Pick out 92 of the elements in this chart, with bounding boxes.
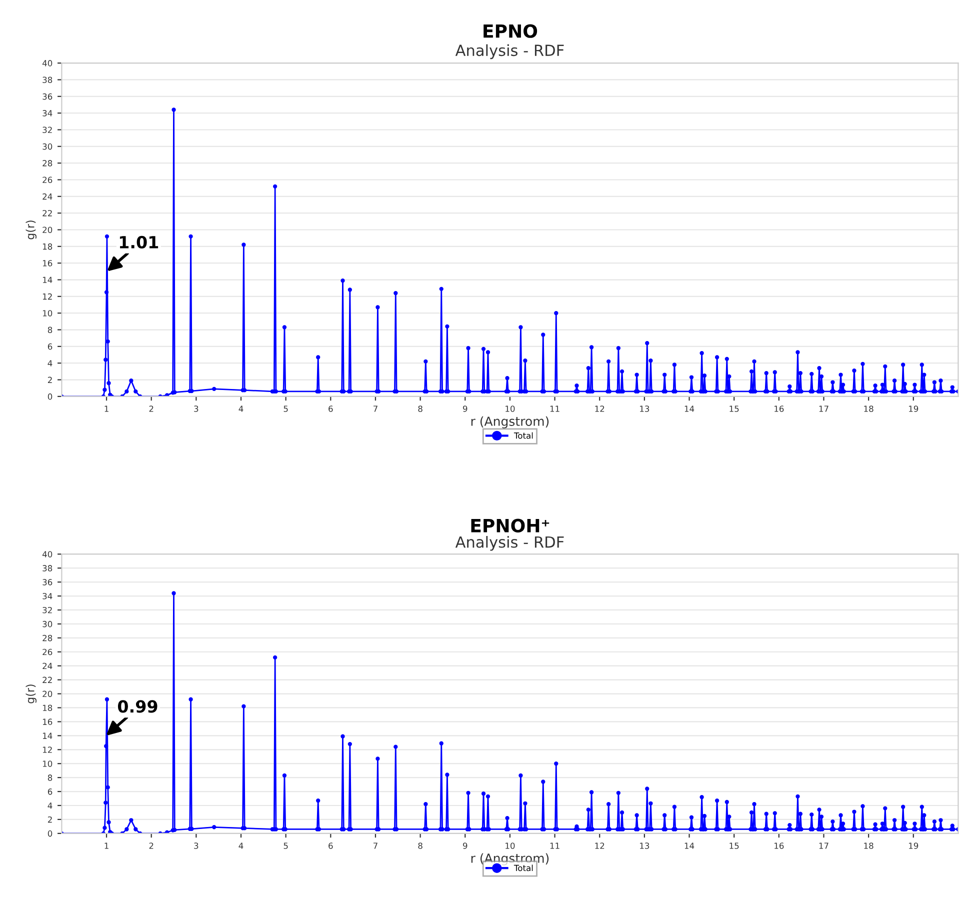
y-tick-label: 12 [42, 746, 52, 753]
x-tick-label: 19 [909, 406, 918, 412]
y-tick-label: 20 [42, 226, 52, 234]
y-tick-label: 6 [48, 788, 52, 795]
x-tick-label: 4 [238, 406, 244, 412]
x-tick-label: 6 [328, 406, 333, 412]
x-axis-title: r (Angstrom) [471, 416, 549, 428]
y-tick-label: 18 [42, 243, 52, 250]
y-tick-label: 6 [48, 343, 52, 350]
x-tick-label: 14 [684, 842, 694, 849]
y-axis-title: g(r) [26, 220, 37, 240]
y-tick-label: 20 [42, 690, 52, 698]
y-tick-label: 30 [42, 620, 52, 628]
x-tick-label: 13 [640, 406, 650, 412]
y-tick-label: 4 [48, 360, 52, 366]
x-tick-label: 7 [374, 406, 378, 412]
x-tick-label: 1 [104, 842, 108, 849]
y-tick-label: 8 [48, 774, 52, 781]
x-tick-label: 1 [104, 406, 108, 412]
y-tick-label: 24 [42, 193, 52, 200]
x-tick-label: 14 [684, 406, 694, 412]
annotation: 1.01 [120, 236, 158, 248]
y-tick-label: 24 [42, 662, 52, 670]
x-tick-label: 15 [730, 842, 739, 849]
legend-label: Total [514, 432, 533, 439]
y-tick-label: 36 [42, 93, 52, 100]
annotation: 0.99 [118, 700, 158, 713]
y-tick-label: 18 [42, 704, 52, 712]
y-tick-label: 12 [42, 293, 52, 300]
x-tick-label: 19 [909, 842, 918, 849]
y-axis-title: g(r) [26, 684, 37, 704]
y-tick-label: 32 [42, 606, 52, 614]
x-tick-label: 3 [194, 842, 198, 849]
chart-title: EPNOH⁺ [471, 518, 550, 532]
y-tick-label: 30 [42, 143, 52, 150]
y-tick-label: 28 [42, 160, 52, 166]
x-tick-label: 2 [149, 406, 154, 412]
y-tick-label: 34 [42, 110, 52, 116]
x-tick-label: 6 [328, 842, 333, 849]
y-tick-label: 40 [42, 60, 52, 66]
y-tick-label: 36 [42, 579, 52, 586]
y-tick-label: 40 [42, 551, 52, 558]
x-tick-label: 12 [595, 842, 604, 849]
y-tick-label: 10 [42, 310, 52, 316]
x-tick-label: 4 [238, 842, 244, 849]
y-tick-label: 26 [42, 648, 52, 656]
y-tick-label: 0 [48, 393, 52, 400]
x-tick-label: 9 [463, 842, 468, 849]
x-tick-label: 10 [506, 406, 515, 412]
y-tick-label: 22 [42, 676, 52, 683]
x-tick-label: 5 [284, 406, 288, 412]
y-tick-label: 34 [42, 592, 52, 600]
y-tick-label: 8 [48, 326, 52, 334]
y-tick-label: 14 [42, 732, 52, 739]
x-tick-label: 16 [774, 406, 784, 412]
x-tick-label: 5 [284, 842, 288, 849]
x-tick-label: 9 [463, 406, 468, 412]
y-tick-label: 16 [42, 260, 52, 266]
x-tick-label: 18 [864, 842, 874, 849]
y-tick-label: 32 [42, 126, 52, 134]
y-tick-label: 0 [48, 830, 52, 837]
y-tick-label: 28 [42, 634, 52, 642]
y-tick-label: 10 [42, 760, 52, 767]
y-tick-label: 26 [42, 176, 52, 184]
y-tick-label: 38 [42, 565, 52, 572]
chart-title: EPNO [484, 24, 538, 38]
y-tick-label: 2 [48, 816, 52, 823]
x-tick-label: 7 [374, 842, 378, 849]
legend-label: Total [514, 864, 533, 872]
y-tick-label: 16 [42, 718, 52, 725]
x-tick-label: 15 [730, 406, 739, 412]
x-tick-label: 11 [550, 406, 560, 412]
x-tick-label: 17 [819, 842, 828, 849]
y-tick-label: 2 [48, 376, 52, 383]
x-axis-title: r (Angstrom) [471, 853, 549, 866]
y-tick-label: 22 [42, 210, 52, 216]
y-tick-label: 4 [48, 802, 52, 809]
x-tick-label: 17 [819, 406, 828, 412]
x-tick-label: 10 [506, 842, 515, 849]
x-tick-label: 8 [418, 406, 422, 412]
x-tick-label: 8 [418, 842, 422, 849]
x-tick-label: 3 [194, 406, 198, 412]
x-tick-label: 16 [774, 842, 784, 849]
chart-subtitle: Analysis - RDF [455, 536, 564, 551]
x-tick-label: 13 [640, 842, 650, 849]
chart-subtitle: Analysis - RDF [455, 44, 564, 60]
x-tick-label: 11 [550, 842, 560, 849]
x-tick-label: 18 [864, 406, 874, 412]
x-tick-label: 2 [149, 842, 154, 849]
y-tick-label: 14 [42, 276, 52, 283]
y-tick-label: 38 [42, 76, 52, 84]
x-tick-label: 12 [595, 406, 604, 412]
